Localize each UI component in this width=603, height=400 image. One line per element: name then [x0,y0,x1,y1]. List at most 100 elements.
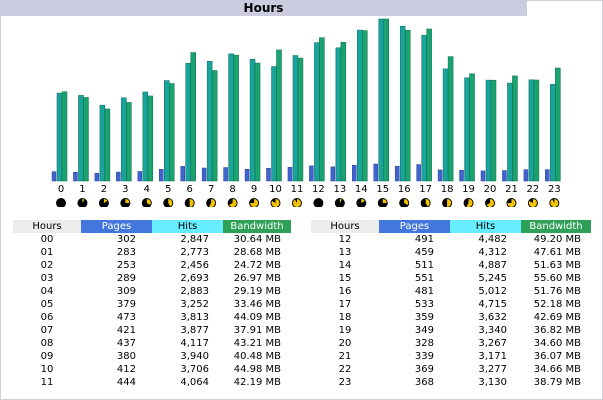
table-row: 13 459 4,312 47.61 MB [311,246,591,259]
bandwidth-bar [469,73,475,182]
hour-tick-label: 0 [58,184,64,195]
table-row: 20 328 3,267 34.60 MB [311,337,591,350]
pages-bar [94,172,100,182]
pages-bar [266,168,271,182]
table-row: 16 481 5,012 51.76 MB [311,285,591,298]
clock-hand [425,199,430,207]
cell-hour: 23 [338,377,352,388]
hour-tick-label: 20 [484,184,497,195]
clock-icon [56,198,66,207]
cell-bandwidth: 36.07 MB [533,351,581,362]
clock-hand [209,199,216,207]
pages-bar [459,169,464,182]
cell-bandwidth: 44.09 MB [233,312,281,323]
table-row: 23 368 3,130 38.79 MB [311,376,591,389]
cell-hour: 10 [40,364,54,375]
pages-bar [180,166,185,182]
hour-tick-label: 11 [291,184,304,195]
cell-bandwidth: 49.20 MB [533,234,581,245]
clock-hand [550,199,559,207]
cell-bandwidth: 40.48 MB [233,351,281,362]
cell-bandwidth: 37.91 MB [233,325,281,336]
cell-pages: 380 [116,351,136,362]
cell-hour: 21 [338,351,352,362]
cell-hour: 09 [40,351,54,362]
hour-tick-label: 18 [441,184,454,195]
clock-hand [229,199,237,207]
cell-bandwidth: 26.97 MB [233,273,281,284]
clock-hand [486,199,494,207]
col-header-bandwidth: Bandwidth [521,220,591,233]
bandwidth-bar [147,95,154,182]
cell-hour: 20 [338,338,352,349]
hits-bar [550,84,556,182]
cell-hits: 4,064 [180,377,209,388]
cell-pages: 309 [116,286,136,297]
col-header-hits: Hits [450,220,521,233]
cell-bandwidth: 52.18 MB [533,299,581,310]
clock-hand [189,199,194,207]
cell-pages: 283 [116,247,136,258]
cell-bandwidth: 38.79 MB [533,377,581,388]
cell-hour: 12 [338,234,352,245]
hits-bar [78,95,84,182]
clock-hand [292,199,301,207]
col-header-hours: Hours [13,220,81,233]
cell-hits: 3,340 [478,325,507,336]
hits-bar [314,42,320,182]
cell-pages: 328 [414,338,434,349]
hour-tick-label: 21 [505,184,518,195]
cell-bandwidth: 47.61 MB [533,247,581,258]
pages-bar [223,167,228,182]
bandwidth-bar [297,57,304,182]
hits-bar [442,68,449,182]
clock-hand [507,199,516,207]
clock-hand [168,199,173,207]
hour-tick-label: 3 [122,184,128,195]
clock-hand [382,199,387,203]
cell-hour: 16 [338,286,352,297]
clock-hand [82,199,85,203]
col-header-bandwidth: Bandwidth [223,220,291,233]
cell-hits: 3,130 [478,377,507,388]
cell-hits: 3,632 [478,312,507,323]
cell-hits: 4,715 [478,299,507,310]
cell-hits: 4,887 [478,260,507,271]
bandwidth-bar [211,70,218,182]
cell-hits: 4,482 [478,234,507,245]
pages-bar [502,170,507,182]
cell-hour: 04 [40,286,54,297]
bandwidth-bar [533,79,540,182]
table-row: 18 359 3,632 42.69 MB [311,311,591,324]
cell-hour: 13 [338,247,352,258]
hits-bar [357,29,363,182]
cell-bandwidth: 42.69 MB [533,312,581,323]
clock-hand [146,199,151,205]
hits-bar [228,53,234,182]
clock-hand [250,199,259,207]
pages-bar [437,169,443,182]
hour-tick-label: 23 [548,184,561,195]
cell-pages: 533 [414,299,434,310]
bandwidth-bar [276,49,282,182]
cell-hour: 00 [40,234,54,245]
cell-pages: 349 [414,325,434,336]
cell-pages: 369 [414,364,434,375]
cell-bandwidth: 29.19 MB [233,286,281,297]
hour-tick-label: 4 [144,184,150,195]
cell-hits: 3,813 [180,312,209,323]
pages-bar [523,169,529,182]
cell-hits: 5,012 [478,286,507,297]
hours-chart: 0 1 2 3 4 5 6 7 8 9 10 11 12 13 14 15 16 17 18 19 20 21 22 23 [51,18,561,207]
pages-bar [159,169,164,182]
cell-hour: 18 [338,312,352,323]
bandwidth-bar [555,67,561,182]
hour-tick-label: 10 [269,184,282,195]
hits-bar [507,82,513,182]
cell-bandwidth: 24.72 MB [233,260,281,271]
hour-tick-label: 8 [229,184,235,195]
bandwidth-bar [126,102,132,182]
hits-bar [121,97,127,182]
hits-bar [164,80,170,182]
cell-pages: 511 [414,260,434,271]
